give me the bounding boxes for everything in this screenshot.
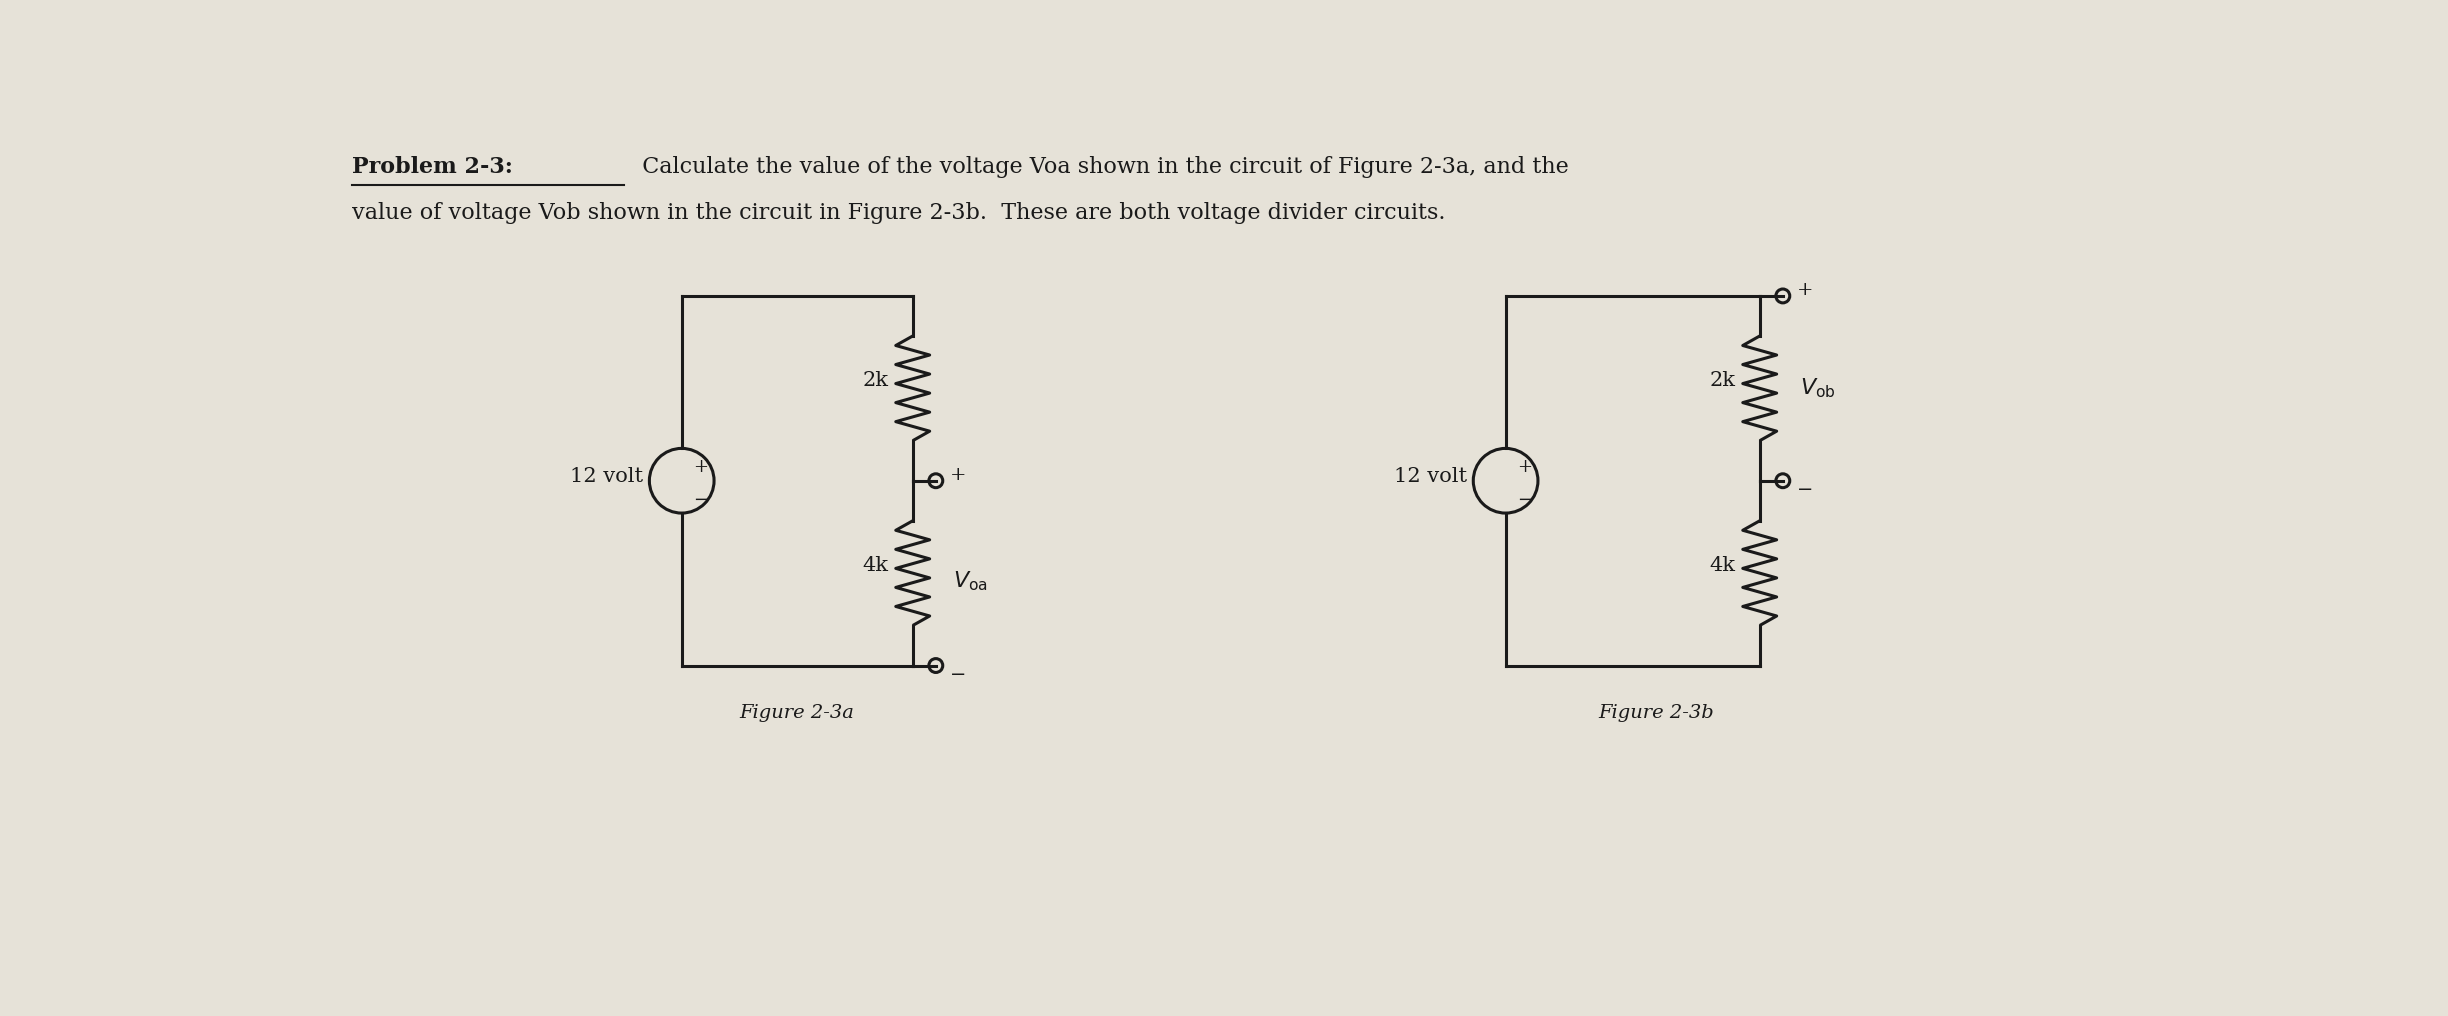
Text: −: − [1797, 481, 1814, 499]
Text: Figure 2-3a: Figure 2-3a [739, 704, 854, 722]
Text: 12 volt: 12 volt [1393, 467, 1466, 487]
Text: 4k: 4k [862, 556, 889, 575]
Text: 2k: 2k [1709, 371, 1736, 390]
Text: +: + [1518, 458, 1532, 475]
Text: +: + [693, 458, 707, 475]
Text: −: − [1518, 491, 1532, 509]
Text: −: − [693, 491, 707, 509]
Text: Problem 2-3:: Problem 2-3: [353, 155, 514, 178]
Text: −: − [950, 665, 967, 684]
Text: 12 volt: 12 volt [570, 467, 644, 487]
Text: $V_{\mathrm{ob}}$: $V_{\mathrm{ob}}$ [1799, 377, 1836, 400]
Text: +: + [950, 465, 967, 484]
Text: $V_{\mathrm{oa}}$: $V_{\mathrm{oa}}$ [952, 569, 987, 592]
Text: +: + [1797, 280, 1814, 299]
Text: value of voltage Vob shown in the circuit in Figure 2-3b.  These are both voltag: value of voltage Vob shown in the circui… [353, 202, 1447, 224]
Text: Calculate the value of the voltage Voa shown in the circuit of Figure 2-3a, and : Calculate the value of the voltage Voa s… [627, 155, 1569, 178]
Text: 4k: 4k [1709, 556, 1736, 575]
Text: 2k: 2k [862, 371, 889, 390]
Text: Figure 2-3b: Figure 2-3b [1599, 704, 1714, 722]
